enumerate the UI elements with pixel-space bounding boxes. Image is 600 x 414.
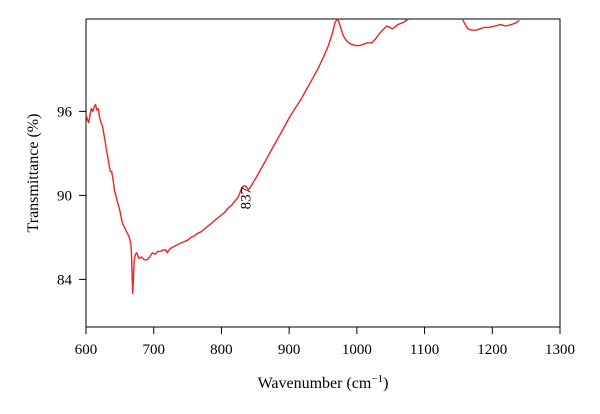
x-axis-title-superscript: −1 bbox=[371, 373, 383, 385]
y-tick-label: 90 bbox=[57, 188, 72, 204]
x-tick-label: 700 bbox=[142, 342, 165, 358]
x-tick-label: 1200 bbox=[477, 342, 507, 358]
x-axis-title: Wavenumber (cm−1) bbox=[258, 373, 389, 392]
peak-annotation-837: 837 bbox=[239, 186, 255, 209]
y-tick-label: 84 bbox=[57, 272, 73, 288]
x-tick-label: 900 bbox=[278, 342, 301, 358]
x-tick-label: 800 bbox=[210, 342, 233, 358]
y-axis-title: Transmittance (%) bbox=[25, 114, 42, 233]
x-tick-label: 1000 bbox=[342, 342, 372, 358]
x-tick-label: 600 bbox=[75, 342, 98, 358]
x-tick-label: 1300 bbox=[545, 342, 575, 358]
axis-ticks: 600 700 800 900 1000 1100 1200 1300 84 90 96 bbox=[57, 104, 575, 358]
x-tick-label: 1100 bbox=[410, 342, 439, 358]
spectrum-lines bbox=[85, 18, 520, 295]
plot-frame bbox=[85, 18, 561, 328]
spectrum-line bbox=[461, 18, 520, 31]
annotations: 837 bbox=[239, 186, 255, 209]
y-tick-label: 96 bbox=[57, 104, 73, 120]
spectrum-line bbox=[85, 18, 409, 295]
